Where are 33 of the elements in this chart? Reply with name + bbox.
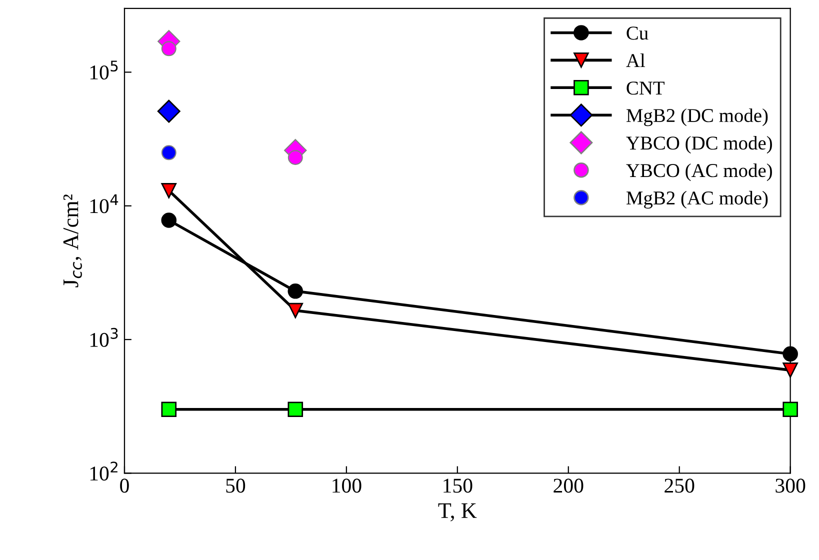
y-tick-label: 10$^{2}$	[90, 462, 118, 481]
point	[161, 145, 176, 160]
x-tick-label: 50	[226, 478, 246, 493]
x-tick-label: 250	[664, 478, 694, 493]
point	[288, 402, 304, 418]
point	[161, 41, 176, 56]
legend-label: YBCO (AC mode)	[626, 163, 772, 182]
legend-label: MgB2 (DC mode)	[626, 108, 768, 126]
y-tick-label: 10$^{5}$	[90, 60, 118, 80]
legend-label: MgB2 (AC mode)	[626, 190, 768, 209]
x-axis-title: T, K	[438, 503, 477, 522]
point	[288, 150, 303, 165]
legend-label: Al	[626, 53, 645, 67]
x-tick-label: 200	[554, 478, 584, 493]
x-tick-label: 300	[776, 478, 806, 493]
point	[288, 302, 304, 318]
x-tick-label: 150	[444, 478, 472, 493]
point	[288, 284, 304, 299]
y-tick-label: 10$^{3}$	[90, 328, 118, 347]
point	[782, 346, 798, 362]
point	[782, 402, 798, 418]
x-tick-label: 100	[332, 478, 362, 493]
legend-label: CNT	[626, 82, 664, 95]
point	[161, 402, 177, 418]
point	[161, 212, 177, 228]
y-tick-label: 10$^{4}$	[90, 194, 118, 214]
point	[782, 362, 798, 378]
legend-label: YBCO (DC mode)	[626, 136, 772, 154]
y-axis-title: J$_{cc}$, A/cm²	[63, 194, 82, 288]
point	[157, 100, 180, 123]
point	[161, 182, 177, 198]
legend-label: Cu	[626, 26, 648, 40]
x-tick-label: 0	[120, 478, 129, 493]
